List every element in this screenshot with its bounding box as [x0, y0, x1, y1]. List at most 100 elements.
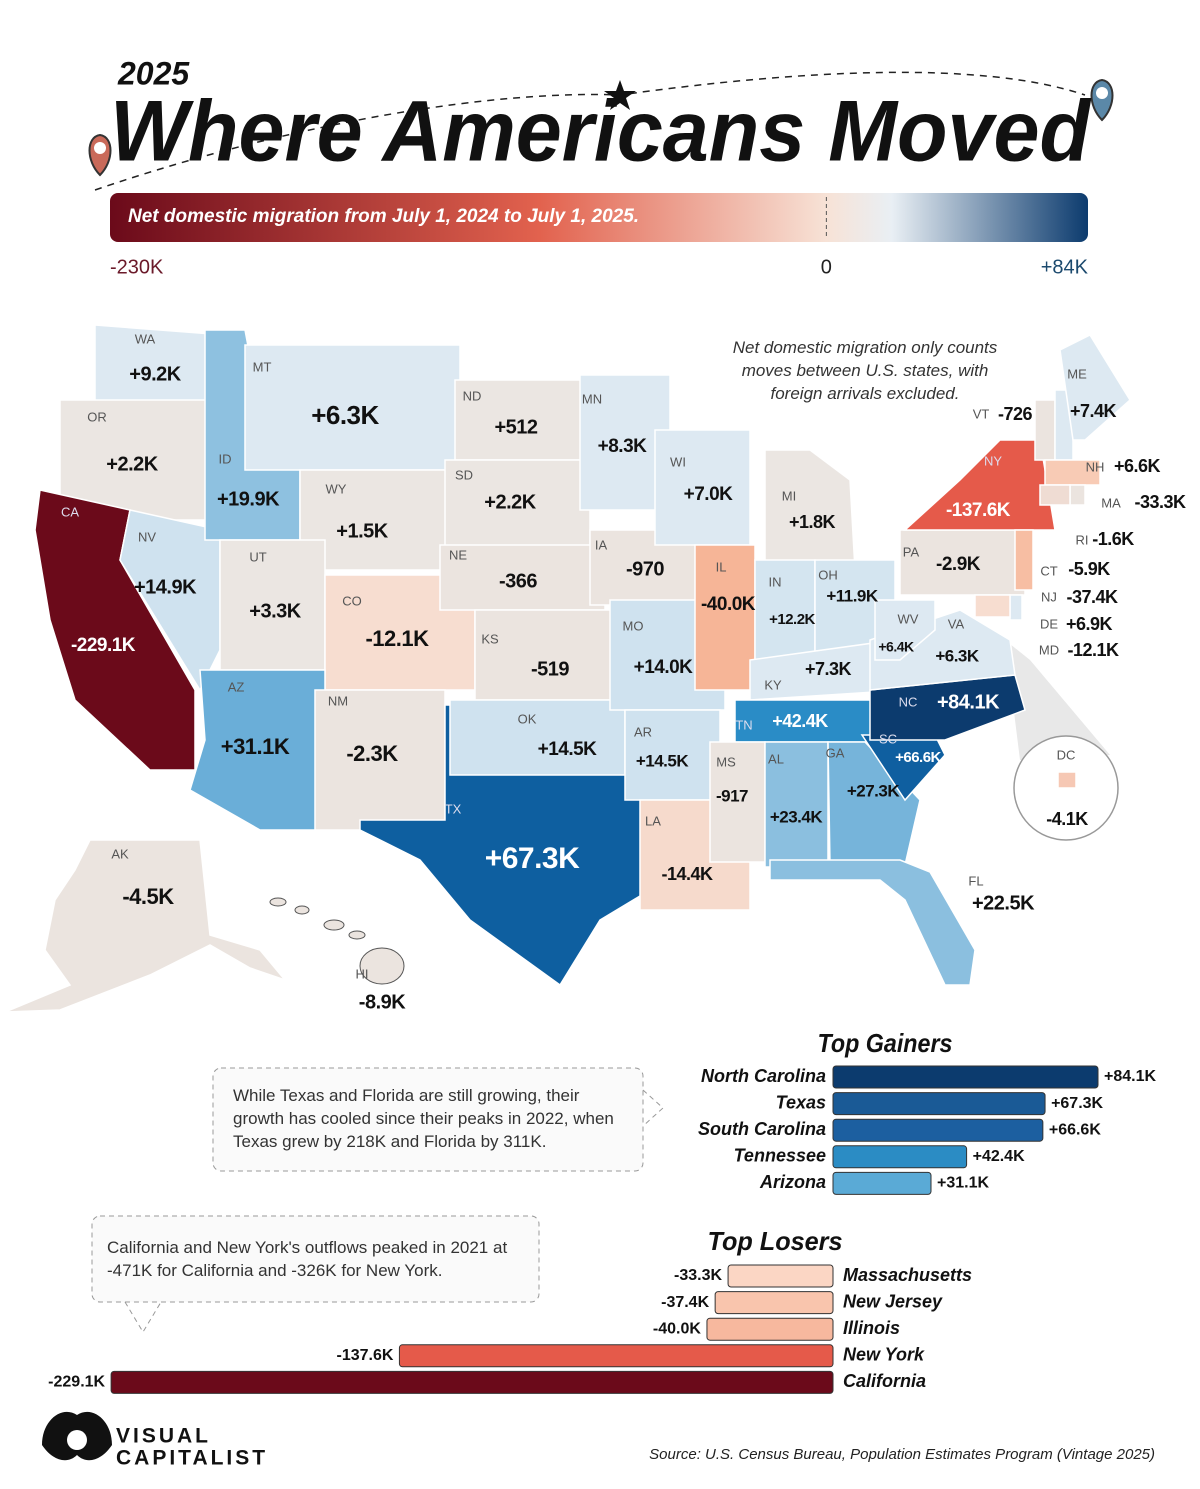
- state-abbr: AR: [634, 724, 652, 739]
- state-abbr: WA: [135, 331, 156, 346]
- category-label: Illinois: [843, 1318, 900, 1338]
- category-label: New York: [843, 1345, 925, 1365]
- state-abbr: KS: [481, 631, 499, 646]
- state-abbr: CT: [1040, 563, 1057, 578]
- state-value: +67.3K: [485, 842, 580, 875]
- bar: [832, 1118, 1044, 1142]
- state-abbr: OH: [818, 567, 838, 582]
- state-value: +14.5K: [636, 751, 690, 770]
- state-value: -1.6K: [1092, 529, 1134, 549]
- state-abbr: FL: [968, 873, 983, 888]
- category-label: Massachusetts: [843, 1265, 972, 1285]
- value-label: +84.1K: [1104, 1068, 1156, 1085]
- state-value: -40.0K: [701, 594, 756, 615]
- value-label: -37.4K: [661, 1294, 709, 1311]
- state-value: +12.2K: [769, 611, 815, 628]
- state-abbr: IN: [769, 574, 782, 589]
- state-abbr: NC: [899, 694, 918, 709]
- callout-box: [91, 1215, 540, 1303]
- state-abbr: NH: [1086, 459, 1105, 474]
- state-value: -970: [626, 558, 664, 580]
- state-abbr: IA: [595, 537, 608, 552]
- state-abbr: HI: [356, 966, 369, 981]
- state-abbr: MD: [1039, 642, 1059, 657]
- value-label: -33.3K: [674, 1267, 722, 1284]
- state-value: +19.9K: [217, 488, 280, 510]
- category-label: Arizona: [759, 1172, 826, 1192]
- state-shape: [294, 905, 310, 915]
- state-value: +14.5K: [538, 739, 598, 760]
- state-abbr: CO: [342, 593, 362, 608]
- year: 2025: [117, 55, 190, 91]
- state-abbr: ND: [463, 388, 482, 403]
- state-abbr: MA: [1101, 495, 1121, 510]
- bar: [832, 1145, 968, 1169]
- state-value: -229.1K: [71, 635, 136, 656]
- state-shape: [1014, 529, 1034, 591]
- state-abbr: NE: [449, 547, 467, 562]
- state-shape: [1044, 459, 1101, 486]
- state-abbr: WI: [670, 454, 686, 469]
- state-abbr: AL: [768, 751, 784, 766]
- star-icon: [604, 80, 636, 110]
- state-value: +6.9K: [1066, 614, 1113, 634]
- state-value: +6.6K: [1114, 456, 1161, 476]
- state-abbr: CA: [61, 504, 79, 519]
- bar: [832, 1171, 932, 1195]
- category-label: California: [843, 1371, 926, 1391]
- logo-text: CAPITALIST: [116, 1447, 268, 1470]
- state-abbr: OK: [518, 711, 537, 726]
- state-abbr: MO: [623, 618, 644, 633]
- title: Where Americans Moved: [110, 84, 1091, 180]
- state-value: -726: [998, 404, 1033, 424]
- state-value: +1.5K: [336, 520, 388, 542]
- logo-text: VISUAL: [116, 1425, 211, 1448]
- state-abbr: UT: [249, 549, 266, 564]
- bar: [398, 1344, 834, 1368]
- callout-box: [212, 1067, 644, 1172]
- state-abbr: MT: [253, 359, 272, 374]
- state-value: -917: [716, 786, 748, 805]
- state-abbr: AZ: [228, 679, 245, 694]
- state-value: +22.5K: [972, 892, 1035, 914]
- state-abbr: MI: [782, 488, 796, 503]
- state-abbr: TN: [735, 717, 752, 732]
- scale-label: 0: [821, 256, 832, 278]
- state-abbr: DE: [1040, 616, 1058, 631]
- state-abbr: NJ: [1041, 589, 1057, 604]
- chart-title: Top Losers: [708, 1226, 843, 1256]
- state-shape: [769, 859, 976, 986]
- category-label: North Carolina: [701, 1066, 826, 1086]
- state-shape: [874, 599, 936, 661]
- state-value: +66.6K: [895, 749, 941, 766]
- state-shape: [764, 449, 856, 571]
- state-value: +7.0K: [684, 484, 734, 505]
- state-abbr: KY: [764, 677, 782, 692]
- state-value: +9.2K: [129, 363, 181, 385]
- state-value: +84.1K: [937, 691, 1000, 713]
- bar: [832, 1065, 1099, 1089]
- bar: [832, 1092, 1046, 1116]
- state-abbr: SD: [455, 467, 473, 482]
- pin-left: [88, 133, 112, 177]
- state-abbr: SC: [879, 731, 897, 746]
- state-value: +1.8K: [789, 512, 836, 532]
- state-shape: [1069, 484, 1086, 506]
- value-label: -137.6K: [336, 1347, 393, 1364]
- state-value: -2.9K: [936, 554, 981, 575]
- state-abbr: ME: [1067, 366, 1087, 381]
- state-shape: [1009, 594, 1023, 621]
- category-label: New Jersey: [843, 1291, 943, 1311]
- state-value: +6.3K: [311, 400, 379, 430]
- value-label: +42.4K: [973, 1148, 1025, 1165]
- state-value: +14.9K: [134, 576, 197, 598]
- state-value: +31.1K: [221, 734, 290, 759]
- state-shape: [359, 947, 405, 985]
- state-abbr: WY: [326, 481, 347, 496]
- callout-pointer: [642, 1089, 664, 1127]
- state-abbr: ID: [219, 451, 232, 466]
- state-shape: [974, 594, 1011, 618]
- bar: [727, 1264, 834, 1288]
- state-abbr: MN: [582, 391, 602, 406]
